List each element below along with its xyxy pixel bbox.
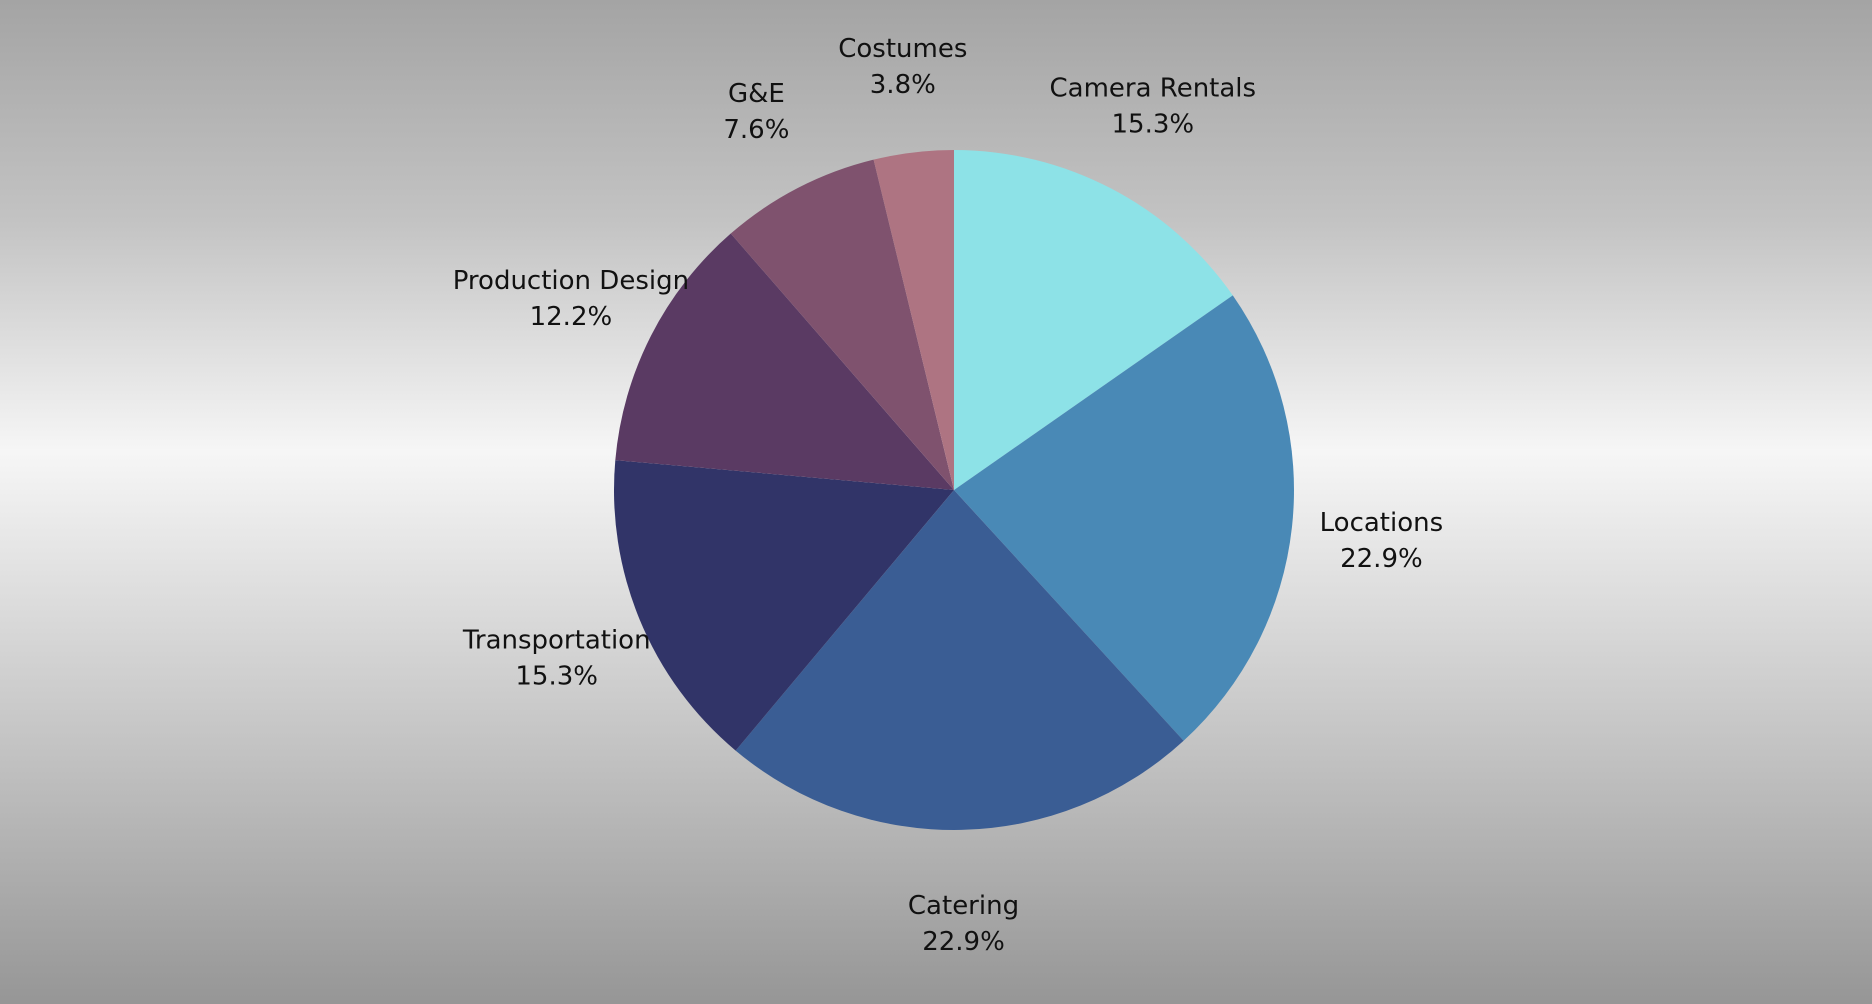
slice-label-production-design: Production Design	[453, 266, 689, 296]
slice-label-gande: G&E	[728, 79, 785, 109]
slice-percent-transportation: 15.3%	[515, 662, 598, 692]
pie-slice-locations	[954, 295, 1294, 741]
slice-label-transportation: Transportation	[462, 626, 651, 656]
slice-percent-production-design: 12.2%	[530, 302, 613, 332]
pie-labels: Camera Rentals 15.3% Locations 22.9% Caterin…	[453, 34, 1443, 957]
pie-slices	[613, 150, 1294, 830]
slice-percent-camera-rentals: 15.3%	[1111, 110, 1194, 140]
slice-percent-catering: 22.9%	[922, 927, 1005, 957]
slice-label-locations: Locations	[1320, 508, 1444, 538]
pie-slice-production-design	[615, 233, 954, 491]
slice-percent-gande: 7.6%	[723, 115, 789, 145]
slice-label-costumes: Costumes	[838, 34, 967, 64]
pie-slice-transportation	[613, 460, 954, 751]
slice-percent-costumes: 3.8%	[870, 70, 936, 100]
pie-slice-camera-rentals	[954, 150, 1233, 490]
slice-percent-locations: 22.9%	[1340, 544, 1423, 574]
slice-label-catering: Catering	[908, 891, 1019, 921]
pie-slice-costumes	[873, 150, 954, 490]
pie-slice-catering	[735, 490, 1184, 830]
slice-label-camera-rentals: Camera Rentals	[1050, 74, 1257, 104]
pie-slice-gande	[730, 159, 954, 490]
